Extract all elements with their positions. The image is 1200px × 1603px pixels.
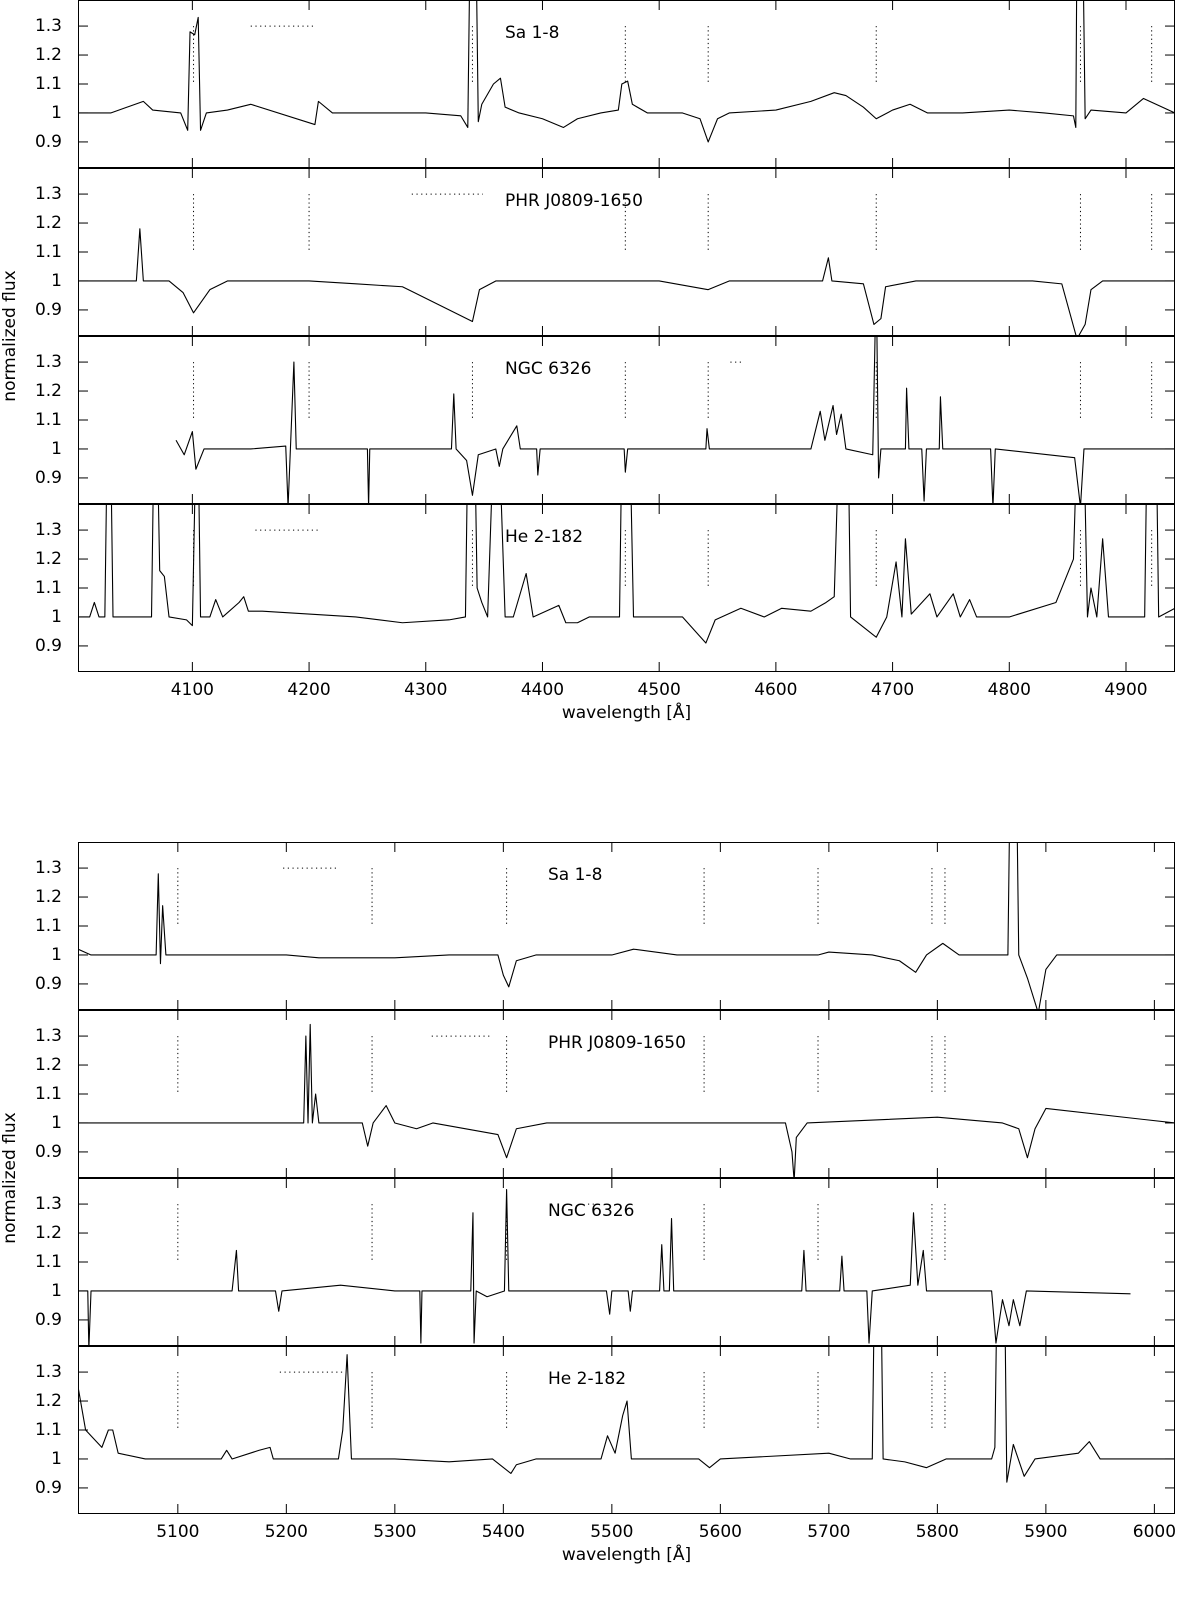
y-tick-label: 1.1	[35, 1084, 62, 1104]
panel-frame	[78, 0, 1175, 168]
y-tick-label: 1	[51, 1113, 62, 1133]
y-tick-label: 1.3	[35, 520, 62, 540]
y-axis-label: normalized flux	[0, 1112, 20, 1243]
spectrum	[78, 842, 1175, 1010]
spectrum	[79, 504, 1175, 644]
y-tick-label: 1.2	[35, 1391, 62, 1411]
y-tick-label: 1.3	[35, 1026, 62, 1046]
y-tick-label: 1.3	[35, 16, 62, 36]
y-tick-label: 1.1	[35, 242, 62, 262]
spectrum	[79, 228, 1175, 336]
spectrum	[175, 336, 1175, 504]
y-tick-label: 1.1	[35, 74, 62, 94]
y-tick-label: 1.1	[35, 410, 62, 430]
x-tick-label: 4800	[988, 680, 1031, 700]
x-tick-label: 4600	[754, 680, 797, 700]
y-tick-label: 1	[51, 1449, 62, 1469]
panel-label: PHR J0809-1650	[505, 191, 643, 211]
panel-label: NGC 6326	[505, 359, 591, 379]
y-tick-label: 1.1	[35, 578, 62, 598]
y-tick-label: 0.9	[35, 468, 62, 488]
x-tick-label: 4900	[1104, 680, 1147, 700]
panel-label: NGC 6326	[548, 1201, 634, 1221]
y-tick-label: 0.9	[35, 974, 62, 994]
x-tick-label: 5800	[916, 1522, 959, 1542]
spectrum	[78, 1023, 1175, 1178]
x-tick-label: 5600	[699, 1522, 742, 1542]
panel-frame	[78, 504, 1175, 672]
x-axis-label: wavelength [Å]	[562, 701, 691, 723]
x-tick-label: 5900	[1024, 1522, 1067, 1542]
y-tick-label: 1.3	[35, 1362, 62, 1382]
x-tick-label: 5700	[807, 1522, 850, 1542]
y-tick-label: 1	[51, 1281, 62, 1301]
spectrum	[78, 1346, 1175, 1483]
y-tick-label: 0.9	[35, 1310, 62, 1330]
x-tick-label: 5100	[156, 1522, 199, 1542]
y-tick-label: 1.1	[35, 1252, 62, 1272]
y-tick-label: 1	[51, 271, 62, 291]
y-tick-label: 1.3	[35, 184, 62, 204]
x-tick-label: 4500	[638, 680, 681, 700]
panel-label: He 2-182	[505, 527, 583, 547]
x-tick-label: 5200	[265, 1522, 308, 1542]
y-tick-label: 0.9	[35, 132, 62, 152]
y-tick-label: 1.2	[35, 887, 62, 907]
y-axis-label: normalized flux	[0, 270, 20, 401]
y-tick-label: 1.2	[35, 381, 62, 401]
panel-label: Sa 1-8	[548, 865, 602, 885]
y-tick-label: 1.2	[35, 213, 62, 233]
y-tick-label: 1.3	[35, 858, 62, 878]
panel-label: Sa 1-8	[505, 23, 559, 43]
y-tick-label: 1.2	[35, 1055, 62, 1075]
x-axis-label: wavelength [Å]	[562, 1543, 691, 1565]
x-tick-label: 5400	[482, 1522, 525, 1542]
y-tick-label: 0.9	[35, 636, 62, 656]
x-tick-label: 4700	[871, 680, 914, 700]
spectrum	[79, 0, 1175, 143]
x-tick-label: 5500	[590, 1522, 633, 1542]
y-tick-label: 1.1	[35, 916, 62, 936]
y-tick-label: 0.9	[35, 300, 62, 320]
panel-frame	[78, 842, 1175, 1010]
y-tick-label: 1.2	[35, 549, 62, 569]
x-tick-label: 4200	[287, 680, 330, 700]
x-tick-label: 6000	[1133, 1522, 1176, 1542]
y-tick-label: 1.3	[35, 1194, 62, 1214]
y-tick-label: 1.2	[35, 45, 62, 65]
x-tick-label: 4300	[404, 680, 447, 700]
panel-frame	[78, 1346, 1175, 1514]
y-tick-label: 1	[51, 439, 62, 459]
x-tick-label: 5300	[373, 1522, 416, 1542]
x-tick-label: 4100	[171, 680, 214, 700]
y-tick-label: 1	[51, 945, 62, 965]
y-tick-label: 0.9	[35, 1478, 62, 1498]
panel-label: He 2-182	[548, 1369, 626, 1389]
y-tick-label: 1.1	[35, 1420, 62, 1440]
y-tick-label: 1.3	[35, 352, 62, 372]
panel-label: PHR J0809-1650	[548, 1033, 686, 1053]
x-tick-label: 4400	[521, 680, 564, 700]
panel-frame	[78, 336, 1175, 504]
spectrum	[78, 1189, 1131, 1346]
y-tick-label: 1	[51, 607, 62, 627]
y-tick-label: 0.9	[35, 1142, 62, 1162]
y-tick-label: 1	[51, 103, 62, 123]
y-tick-label: 1.2	[35, 1223, 62, 1243]
